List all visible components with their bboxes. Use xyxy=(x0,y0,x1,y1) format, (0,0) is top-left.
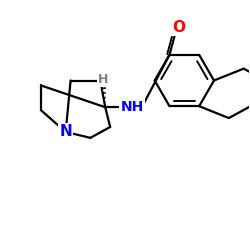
Text: N: N xyxy=(59,124,72,140)
Text: NH: NH xyxy=(120,100,144,114)
Text: O: O xyxy=(172,20,186,34)
Text: H: H xyxy=(98,73,108,86)
